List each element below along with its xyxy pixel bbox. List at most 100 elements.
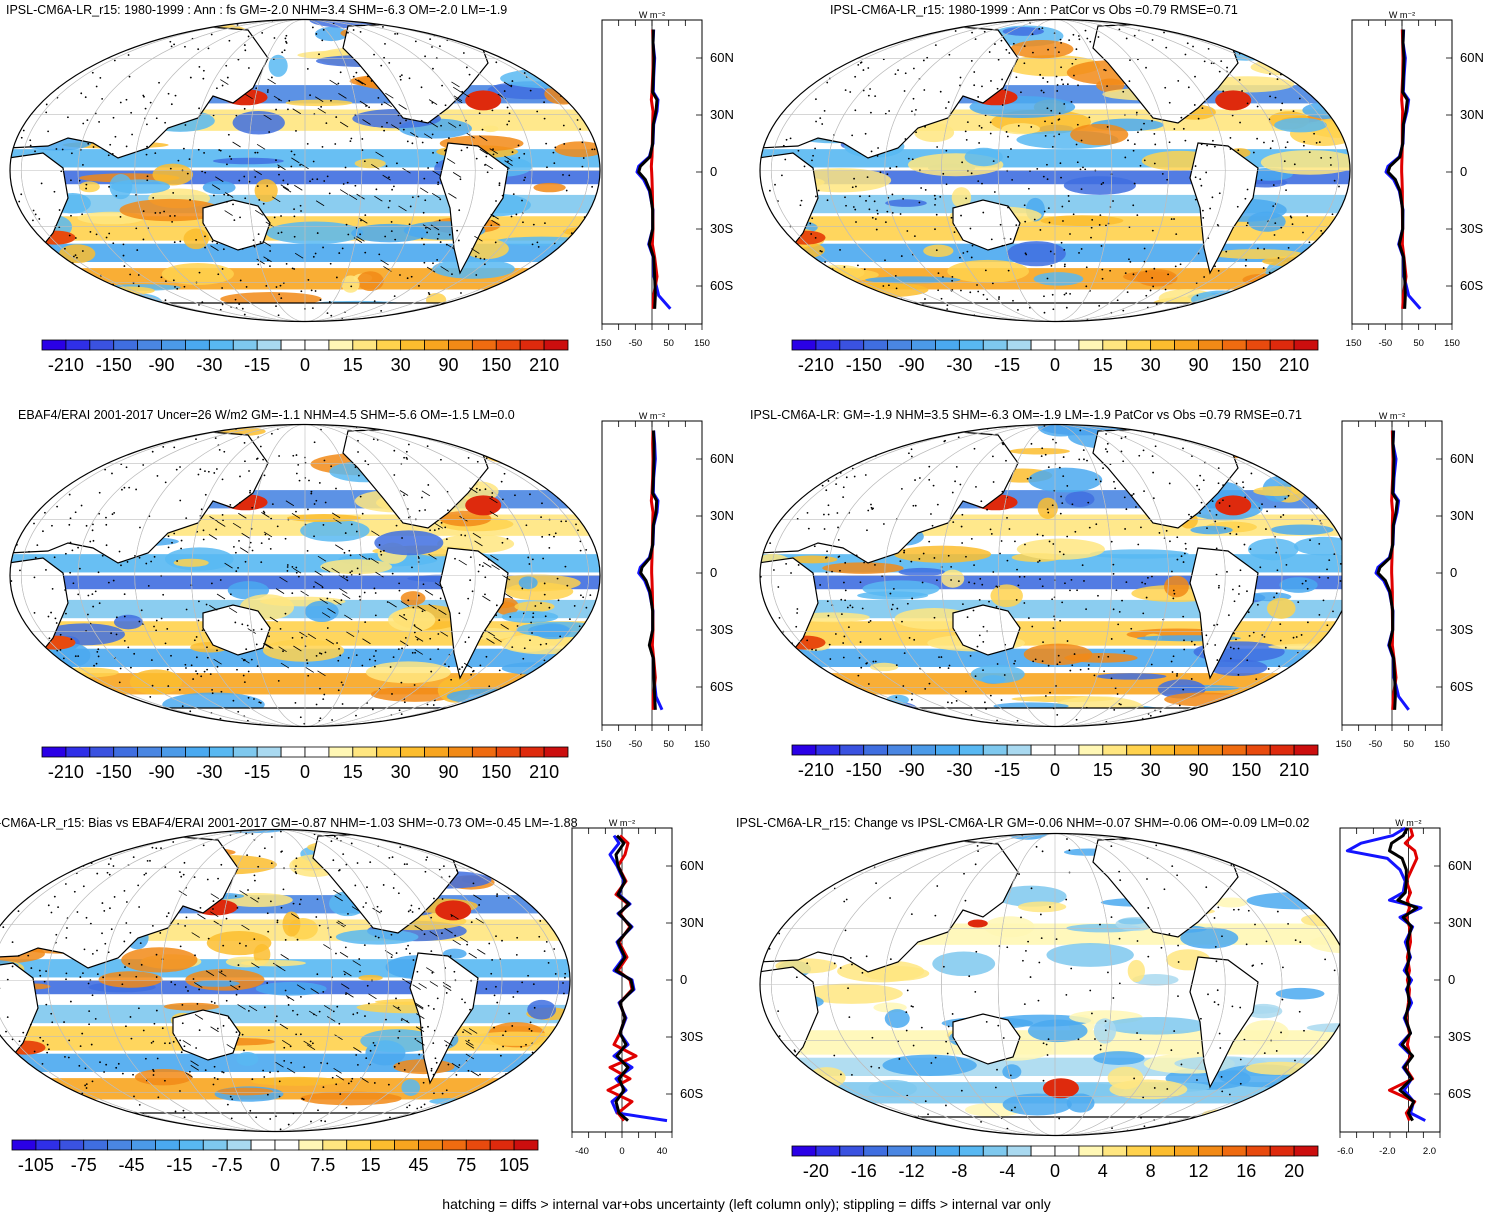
stipple-dot — [420, 119, 423, 122]
stipple-dot — [286, 183, 289, 186]
stipple-dot — [889, 897, 891, 899]
colorbar-swatch — [448, 339, 473, 351]
stipple-dot — [975, 485, 977, 488]
stipple-dot — [297, 575, 300, 578]
stipple-dot — [849, 604, 852, 607]
stipple-dot — [204, 171, 207, 174]
field-patch — [1127, 959, 1146, 983]
hatch-mark — [306, 1044, 316, 1051]
stipple-dot — [275, 1115, 277, 1118]
stipple-dot — [1292, 636, 1295, 639]
stipple-dot — [564, 976, 566, 979]
stipple-dot — [1062, 553, 1065, 556]
stipple-dot — [85, 1083, 88, 1086]
meridian-line — [247, 19, 363, 322]
stipple-dot — [566, 584, 569, 587]
stipple-dot — [339, 1093, 342, 1095]
stipple-dot — [487, 558, 490, 561]
colorbar-swatch — [863, 339, 889, 351]
stipple-dot — [984, 269, 987, 272]
field-patch — [869, 704, 918, 719]
stipple-dot — [491, 492, 494, 494]
stipple-dot — [561, 41, 563, 44]
stipple-dot — [1051, 122, 1053, 125]
stipple-dot — [523, 852, 526, 855]
stipple-dot — [858, 307, 861, 310]
stipple-dot — [418, 1053, 421, 1056]
stipple-dot — [423, 261, 426, 264]
stipple-dot — [828, 643, 831, 646]
stipple-dot — [11, 941, 14, 944]
field-patch — [518, 576, 538, 590]
field-patch — [1201, 76, 1295, 93]
stipple-dot — [853, 451, 856, 454]
stipple-dot — [355, 226, 358, 229]
stipple-dot — [206, 878, 209, 881]
stipple-dot — [1024, 220, 1027, 223]
stipple-dot — [436, 161, 439, 164]
stipple-dot — [1147, 576, 1149, 579]
colorbar-swatch — [935, 339, 960, 351]
hatch-mark — [493, 636, 502, 643]
stipple-dot — [953, 231, 956, 234]
stipple-dot — [786, 250, 789, 253]
stipple-dot — [539, 920, 542, 922]
stipple-dot — [420, 1106, 423, 1109]
stipple-dot — [350, 523, 353, 526]
stipple-dot — [541, 535, 544, 538]
stipple-dot — [1129, 260, 1132, 263]
stipple-dot — [1152, 424, 1155, 425]
stipple-dot — [811, 159, 813, 162]
stipple-dot — [69, 684, 71, 687]
stipple-dot — [100, 1125, 103, 1128]
stipple-dot — [1326, 680, 1329, 683]
stipple-dot — [884, 112, 887, 115]
stipple-dot — [1218, 70, 1221, 73]
hatch-mark — [215, 176, 224, 183]
stipple-dot — [90, 296, 92, 298]
stipple-dot — [1222, 90, 1225, 93]
stipple-dot — [1216, 989, 1219, 992]
stipple-dot — [64, 883, 67, 885]
stipple-dot — [480, 635, 483, 638]
lat-tick-label: 0 — [1460, 164, 1467, 179]
stipple-dot — [1179, 722, 1182, 725]
meridian-line — [884, 424, 1226, 727]
stipple-dot — [61, 289, 64, 292]
field-patch — [1046, 943, 1134, 967]
stipple-dot — [1249, 548, 1252, 550]
stipple-dot — [1201, 107, 1204, 110]
stipple-dot — [1060, 495, 1063, 498]
stipple-dot — [318, 1010, 321, 1013]
hatch-mark — [333, 889, 342, 896]
stipple-dot — [424, 226, 427, 229]
stipple-dot — [504, 429, 506, 432]
hatch-mark — [250, 896, 259, 903]
stipple-dot — [140, 609, 143, 612]
lat-tick-label: 60S — [1460, 278, 1483, 293]
stipple-dot — [109, 857, 112, 860]
stipple-dot — [1283, 160, 1286, 163]
stipple-dot — [98, 121, 100, 123]
lat-tick-label: 60N — [1450, 451, 1474, 466]
global-map — [0, 828, 571, 1133]
stipple-dot — [536, 24, 539, 27]
stipple-dot — [1076, 123, 1079, 126]
stipple-dot — [237, 566, 239, 569]
hatch-mark — [434, 582, 444, 589]
stipple-dot — [50, 911, 53, 914]
stipple-dot — [791, 658, 794, 661]
stipple-dot — [842, 486, 845, 489]
stipple-dot — [998, 1134, 1000, 1136]
stipple-dot — [544, 222, 546, 225]
colorbar-swatch — [1245, 339, 1271, 351]
stipple-dot — [989, 121, 992, 124]
stipple-dot — [310, 1120, 312, 1123]
stipple-dot — [867, 94, 870, 97]
stipple-dot — [444, 149, 446, 152]
stipple-dot — [377, 936, 380, 939]
field-patch — [83, 703, 154, 721]
stipple-dot — [1058, 661, 1061, 664]
stipple-dot — [20, 193, 23, 196]
stipple-dot — [266, 1093, 269, 1096]
